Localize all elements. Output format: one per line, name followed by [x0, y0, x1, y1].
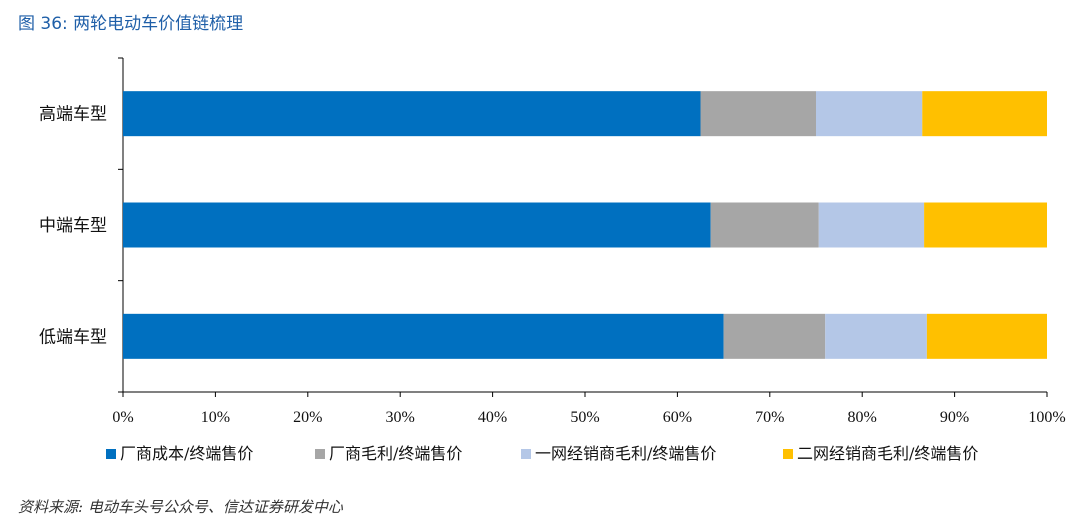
bar-segment-3-4 — [926, 313, 1047, 359]
legend-swatch-3 — [521, 449, 531, 459]
bar-segment-1-1 — [123, 91, 701, 137]
chart-legend: 厂商成本/终端售价 厂商毛利/终端售价 一网经销商毛利/终端售价 二网经销商毛利/终端… — [106, 444, 978, 463]
bar-segment-2-2 — [710, 202, 819, 248]
x-tick-label: 100% — [1028, 409, 1065, 426]
x-tick-label: 30% — [386, 409, 415, 426]
bar-segment-1-3 — [816, 91, 923, 137]
legend-label-2: 厂商毛利/终端售价 — [329, 444, 462, 463]
figure-title: 图 36: 两轮电动车价值链梳理 — [18, 14, 244, 34]
category-label: 中端车型 — [39, 216, 107, 236]
figure-source: 资料来源: 电动车头号公众号、信达证券研发中心 — [18, 498, 343, 516]
x-tick-label: 40% — [478, 409, 507, 426]
legend-label-4: 二网经销商毛利/终端售价 — [797, 444, 978, 463]
x-tick-label: 0% — [112, 409, 133, 426]
bar-segment-3-1 — [123, 313, 724, 359]
legend-label-3: 一网经销商毛利/终端售价 — [535, 444, 716, 463]
bar-segment-1-4 — [922, 91, 1047, 137]
x-tick-label: 50% — [570, 409, 599, 426]
x-tick-label: 70% — [755, 409, 784, 426]
bar-segment-2-4 — [924, 202, 1047, 248]
bar-segment-3-2 — [723, 313, 826, 359]
bar-segment-2-3 — [818, 202, 925, 248]
legend-swatch-4 — [783, 449, 793, 459]
x-tick-label: 60% — [663, 409, 692, 426]
category-label: 低端车型 — [39, 327, 107, 347]
x-tick-label: 10% — [201, 409, 230, 426]
x-tick-label: 90% — [940, 409, 969, 426]
bar-segment-2-1 — [123, 202, 711, 248]
x-tick-label: 80% — [848, 409, 877, 426]
x-tick-label: 20% — [293, 409, 322, 426]
legend-label-1: 厂商成本/终端售价 — [120, 444, 253, 463]
category-label: 高端车型 — [39, 105, 107, 125]
chart-bars — [123, 91, 1047, 359]
bar-segment-1-2 — [700, 91, 816, 137]
bar-segment-3-3 — [825, 313, 927, 359]
x-tick-labels: 0% 10% 20% 30% 40% 50% 60% 70% 80% 90% 100% — [112, 409, 1065, 426]
legend-swatch-1 — [106, 449, 116, 459]
legend-swatch-2 — [315, 449, 325, 459]
